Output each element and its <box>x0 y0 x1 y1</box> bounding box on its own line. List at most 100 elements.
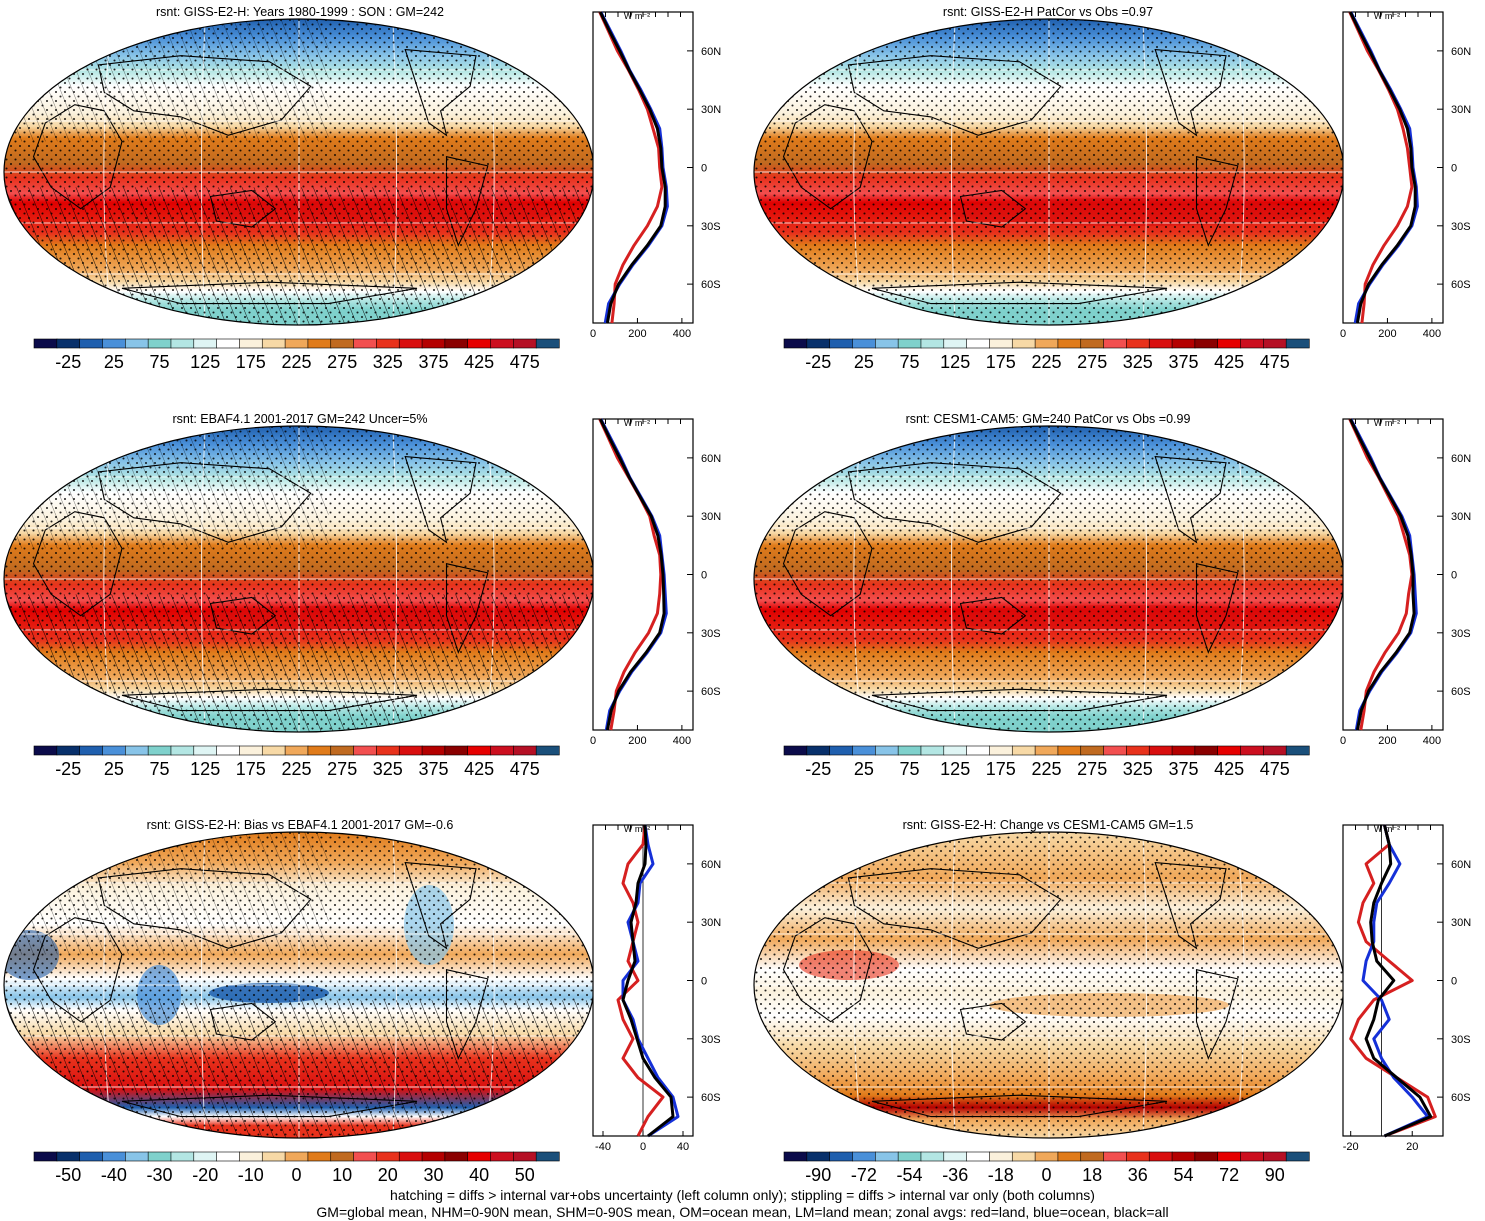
zonal-y-tick-label: 30N <box>1451 104 1471 116</box>
colorbar: -25 25 75 125 175 225 275 325 375 425 475 <box>33 745 560 779</box>
colorbar-label: -72 <box>851 1165 877 1185</box>
zonal-mean-plot: W m⁻² 0 200 400 60N 30N 0 30S 60S <box>590 418 721 747</box>
colorbar-label: 30 <box>423 1165 443 1185</box>
colorbar-swatch <box>875 338 899 349</box>
colorbar-swatch <box>376 338 400 349</box>
zonal-y-tick-label: 30S <box>701 221 721 233</box>
colorbar-label: 225 <box>281 759 311 779</box>
colorbar-label: 75 <box>149 759 169 779</box>
colorbar-swatch <box>56 745 81 756</box>
colorbar-label: 125 <box>190 352 220 372</box>
colorbar-label: 375 <box>1168 352 1198 372</box>
colorbar-label: -30 <box>146 1165 172 1185</box>
colorbar-label: -25 <box>55 352 81 372</box>
zonal-y-tick-label: 30N <box>701 511 721 523</box>
zonal-y-tick-label: 60N <box>1451 859 1471 871</box>
colorbar-label: 275 <box>327 352 357 372</box>
zonal-line-ocean <box>621 824 680 1138</box>
colorbar-swatch <box>1126 745 1150 756</box>
panel-4: rsnt: CESM1-CAM5: GM=240 PatCor vs Obs =… <box>753 412 1471 779</box>
map-body <box>4 426 594 732</box>
colorbar-swatch <box>239 745 263 756</box>
zonal-y-tick-label: 0 <box>701 163 707 175</box>
colorbar-swatch <box>421 745 446 756</box>
zonal-unit-label: W m⁻² <box>624 418 650 428</box>
map-title: rsnt: GISS-E2-H: Change vs CESM1-CAM5 GM… <box>903 818 1194 832</box>
map-title: rsnt: GISS-E2-H: Years 1980-1999 : SON :… <box>156 5 444 19</box>
zonal-y-tick-label: 0 <box>701 570 707 582</box>
colorbar-swatch <box>216 745 241 756</box>
colorbar-swatch <box>33 745 58 756</box>
colorbar-swatch <box>193 1151 218 1162</box>
colorbar-label: 225 <box>1031 759 1061 779</box>
colorbar-swatch <box>513 745 537 756</box>
zonal-x-tick-label: 400 <box>673 328 691 340</box>
colorbar-swatch <box>398 1151 423 1162</box>
colorbar-swatch <box>147 745 172 756</box>
map-body <box>754 426 1344 732</box>
zonal-y-tick-label: 0 <box>1451 570 1457 582</box>
zonal-frame <box>1342 418 1444 731</box>
colorbar-label: 275 <box>327 759 357 779</box>
colorbar-label: -25 <box>805 352 831 372</box>
colorbar-swatch <box>1080 745 1105 756</box>
colorbar: -50 -40 -30 -20 -10 0 10 20 30 40 50 <box>33 1151 560 1185</box>
colorbar-swatch <box>513 338 537 349</box>
colorbar-swatch <box>829 745 854 756</box>
colorbar-swatch <box>1285 1151 1310 1162</box>
colorbar-swatch <box>806 745 831 756</box>
colorbar-swatch <box>193 745 218 756</box>
colorbar-swatch <box>79 745 104 756</box>
zonal-y-tick-label: 60S <box>701 1092 721 1104</box>
colorbar-swatch <box>920 338 945 349</box>
colorbar-swatch <box>1285 338 1310 349</box>
zonal-frame <box>592 11 694 324</box>
colorbar-swatch <box>989 745 1013 756</box>
zonal-y-tick-label: 60N <box>701 453 721 465</box>
colorbar-label: 75 <box>149 352 169 372</box>
panel-1: rsnt: GISS-E2-H: Years 1980-1999 : SON :… <box>3 5 721 372</box>
map-body <box>754 832 1344 1138</box>
zonal-y-tick-label: 0 <box>1451 976 1457 988</box>
colorbar-label: 0 <box>1041 1165 1051 1185</box>
colorbar-swatch <box>1263 745 1287 756</box>
colorbar-swatch <box>966 1151 991 1162</box>
zonal-y-tick-label: 30S <box>1451 1034 1471 1046</box>
colorbar-swatch <box>989 338 1013 349</box>
colorbar-swatch <box>1011 338 1036 349</box>
colorbar-label: 325 <box>1123 352 1153 372</box>
colorbar-label: 475 <box>510 759 540 779</box>
hatching-overlay <box>4 426 329 549</box>
colorbar-swatch <box>467 1151 492 1162</box>
colorbar-label: 425 <box>464 352 494 372</box>
colorbar-label: 275 <box>1077 352 1107 372</box>
colorbar-swatch <box>376 1151 400 1162</box>
colorbar-label: 25 <box>104 759 124 779</box>
zonal-x-tick-label: 200 <box>1378 735 1396 747</box>
zonal-unit-label: W m⁻² <box>624 11 650 21</box>
colorbar-label: 175 <box>986 759 1016 779</box>
colorbar-swatch <box>1194 1151 1219 1162</box>
hatching-overlay <box>4 1000 594 1138</box>
colorbar-label: 36 <box>1128 1165 1148 1185</box>
colorbar-label: 475 <box>510 352 540 372</box>
colorbar-swatch <box>125 745 149 756</box>
colorbar-swatch <box>467 745 492 756</box>
colorbar-swatch <box>1194 338 1219 349</box>
colorbar-swatch <box>1285 745 1310 756</box>
zonal-line-all <box>598 418 666 731</box>
colorbar-swatch <box>1171 745 1196 756</box>
colorbar-label: 75 <box>899 352 919 372</box>
colorbar: -90 -72 -54 -36 -18 0 18 36 54 72 90 <box>783 1151 1310 1185</box>
colorbar-label: 425 <box>1214 759 1244 779</box>
colorbar-label: 54 <box>1173 1165 1193 1185</box>
panel-2: rsnt: GISS-E2-H PatCor vs Obs =0.97 -25 25… <box>753 5 1471 372</box>
colorbar-swatch <box>398 745 423 756</box>
colorbar-label: 325 <box>373 759 403 779</box>
colorbar-swatch <box>170 338 195 349</box>
colorbar-label: -54 <box>896 1165 922 1185</box>
colorbar-label: 175 <box>236 759 266 779</box>
colorbar-swatch <box>535 1151 560 1162</box>
colorbar-swatch <box>239 1151 263 1162</box>
colorbar-swatch <box>920 1151 945 1162</box>
